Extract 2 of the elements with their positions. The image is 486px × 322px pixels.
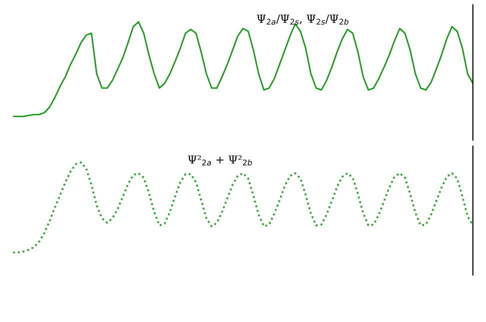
chart-title: Ψ²$_{2a}$ + Ψ²$_{2b}$ [188, 155, 252, 166]
chart-title: Ψ$_{2a}$/Ψ$_{2s}$, Ψ$_{2s}$/Ψ$_{2b}$ [256, 14, 348, 25]
